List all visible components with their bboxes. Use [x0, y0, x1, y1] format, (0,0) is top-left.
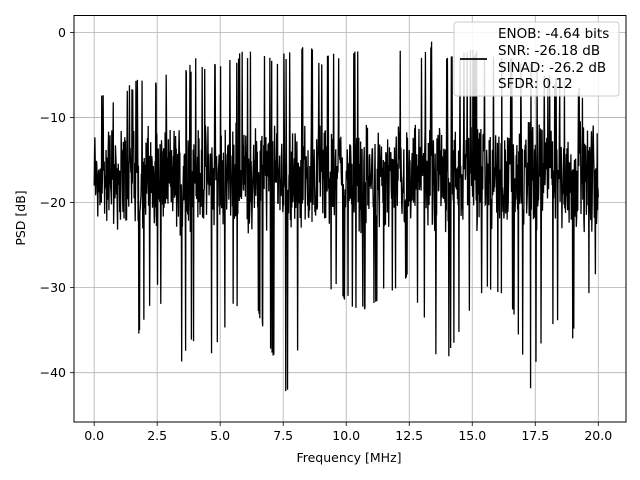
legend-entry-sfdr: SFDR: 0.12 — [498, 76, 573, 92]
legend-entry-enob: ENOB: -4.64 bits — [498, 26, 609, 42]
y-tick-label: −30 — [40, 280, 66, 295]
x-axis: 0.0 2.5 5.0 7.5 10.0 12.5 15.0 17.5 20.0 — [84, 422, 612, 443]
y-axis-label: PSD [dB] — [13, 190, 28, 245]
legend: ENOB: -4.64 bits SNR: -26.18 dB SINAD: -… — [453, 21, 620, 97]
x-tick-label: 5.0 — [210, 428, 230, 443]
x-tick-label: 20.0 — [584, 428, 612, 443]
plot-frame — [73, 15, 627, 423]
legend-box — [453, 21, 620, 97]
psd-series-line — [93, 41, 599, 392]
x-tick-label: 12.5 — [395, 428, 423, 443]
plot-area — [93, 41, 599, 392]
x-tick-label: 2.5 — [147, 428, 167, 443]
x-tick-label: 7.5 — [273, 428, 293, 443]
legend-entry-sinad: SINAD: -26.2 dB — [498, 60, 606, 76]
legend-entry-snr: SNR: -26.18 dB — [498, 43, 600, 59]
x-axis-label: Frequency [MHz] — [296, 450, 401, 465]
y-tick-label: −10 — [40, 110, 66, 125]
y-tick-label: −40 — [40, 365, 66, 380]
y-tick-label: 0 — [58, 25, 66, 40]
x-tick-label: 0.0 — [84, 428, 104, 443]
x-tick-label: 17.5 — [521, 428, 549, 443]
y-tick-label: −20 — [40, 195, 66, 210]
x-tick-label: 10.0 — [332, 428, 360, 443]
x-tick-label: 15.0 — [458, 428, 486, 443]
y-axis: 0 −10 −20 −30 −40 — [40, 25, 74, 380]
